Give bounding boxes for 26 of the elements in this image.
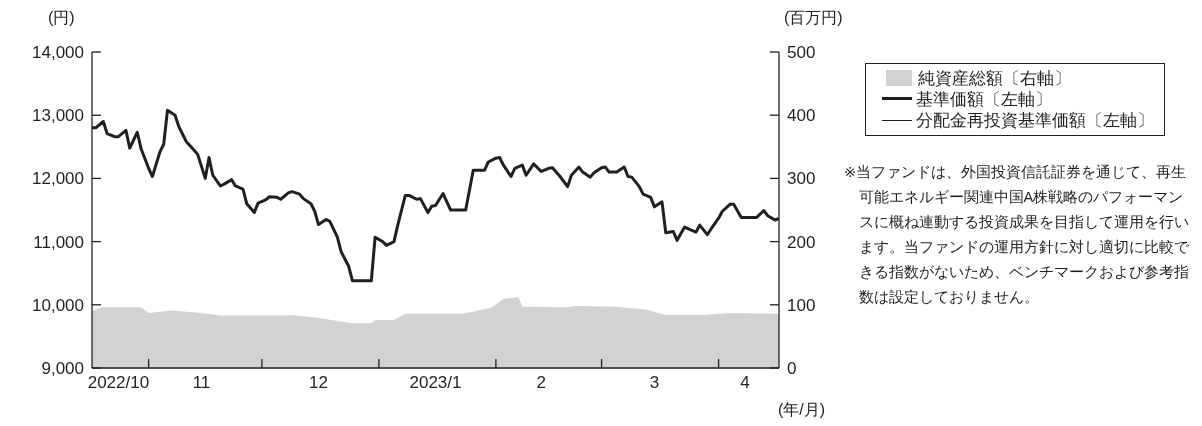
y-tick-label: 10,000 (32, 295, 84, 315)
legend-label: 基準価額〔左軸〕 (915, 89, 1053, 110)
y2-tick-label: 100 (787, 295, 816, 315)
x-tick-label: 11 (192, 373, 211, 392)
x-tick-label: 4 (740, 373, 750, 392)
x-tick-label: 2022/10 (87, 373, 150, 392)
x-tick-label: 2 (536, 373, 546, 392)
y2-tick-label: 0 (787, 359, 797, 378)
y2-tick-label: 500 (787, 43, 816, 62)
x-tick-label: 3 (649, 373, 660, 392)
y-tick-label: 13,000 (32, 106, 84, 126)
y2-tick-label: 200 (787, 232, 816, 252)
y-tick-label: 11,000 (33, 232, 84, 252)
text: ※当ファンドは、外国投資信託証券を通じて、再生可能エネルギー関連中国A株戦略のパフォーマンスに概ね連動する投資成果を目指して運用を行います。当ファンドの運用方針に対し適切に比較できる指数がないため、ベンチマークおよび参考指数は設定しておりません。 (844, 163, 1190, 307)
y-tick-label: 14,000 (32, 43, 84, 62)
x-axis-title: (年/月) (778, 400, 826, 420)
x-tick-label: 2023/1 (409, 373, 462, 392)
y-axis-title: (円) (48, 8, 75, 28)
legend-label: 純資産総額〔右軸〕 (917, 68, 1072, 89)
y-tick-label: 12,000 (32, 169, 84, 189)
x-tick-label: 12 (309, 373, 328, 392)
y2-tick-label: 300 (787, 169, 816, 189)
y-tick-label: 9,000 (41, 359, 84, 378)
legend-label: 分配金再投資基準価額〔左軸〕 (915, 110, 1154, 131)
y2-tick-label: 400 (787, 106, 816, 126)
y2-axis-title: (百万円) (784, 8, 843, 28)
